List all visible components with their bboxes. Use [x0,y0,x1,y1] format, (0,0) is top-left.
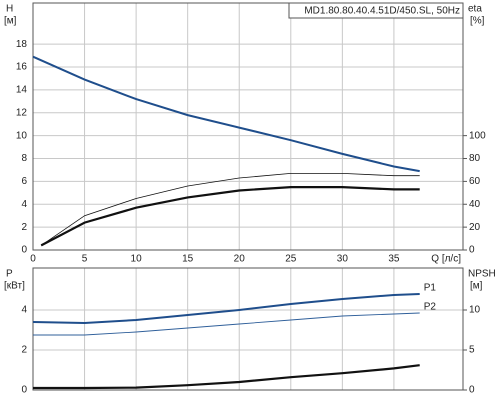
curve-label: P2 [424,302,437,313]
chart-title: MD1.80.80.40.4.51D/450.SL, 50Hz [304,6,460,17]
curve [40,173,420,246]
y-tick-label: 12 [16,107,28,118]
y-tick-label: 18 [16,39,28,50]
x-tick-label: 10 [131,254,143,265]
plot-area [33,268,463,390]
y2-tick-label: 20 [469,222,481,233]
y2-label: NPSH [468,269,496,280]
x-label: Q [л/с] [431,254,461,265]
y-tick-label: 0 [21,385,27,396]
frame [32,2,464,251]
y-tick-label: 4 [21,199,27,210]
y2-tick-label: 60 [469,176,481,187]
curve [33,364,420,390]
x-tick-label: 15 [182,254,194,265]
y-label: P [6,269,13,280]
x-tick-label: 20 [234,254,246,265]
x-tick-label: 25 [285,254,297,265]
curve-label: P1 [424,283,437,294]
x-tick-label: 0 [30,254,36,265]
curve [32,55,420,173]
curve [40,186,420,247]
y-tick-label: 6 [21,176,27,187]
y2-tick-label: 0 [469,245,475,256]
curve [33,312,420,336]
y-unit: [кВт] [4,281,25,292]
frame [32,267,464,391]
y-tick-label: 16 [16,62,28,73]
y2-tick-label: 0 [469,385,475,396]
y-tick-label: 4 [21,305,27,316]
curve [32,293,420,325]
x-tick-label: 30 [337,254,349,265]
y2-tick-label: 5 [469,345,475,356]
y2-tick-label: 80 [469,153,481,164]
y2-tick-label: 100 [469,130,486,141]
title-box [288,2,464,19]
plot-area [33,3,463,250]
y2-unit: [%] [470,16,485,27]
y2-tick-label: 10 [469,305,481,316]
y-tick-label: 8 [21,153,27,164]
y-tick-label: 10 [16,130,28,141]
y-tick-label: 2 [21,222,27,233]
y2-tick-label: 40 [469,199,481,210]
y-tick-label: 14 [16,85,28,96]
x-tick-label: 35 [388,254,400,265]
y2-label: eta [468,4,482,15]
y-label: H [6,4,13,15]
y-tick-label: 0 [21,245,27,256]
y2-unit: [м] [470,281,483,292]
y-tick-label: 2 [21,345,27,356]
y-unit: [м] [4,16,17,27]
x-tick-label: 5 [82,254,88,265]
